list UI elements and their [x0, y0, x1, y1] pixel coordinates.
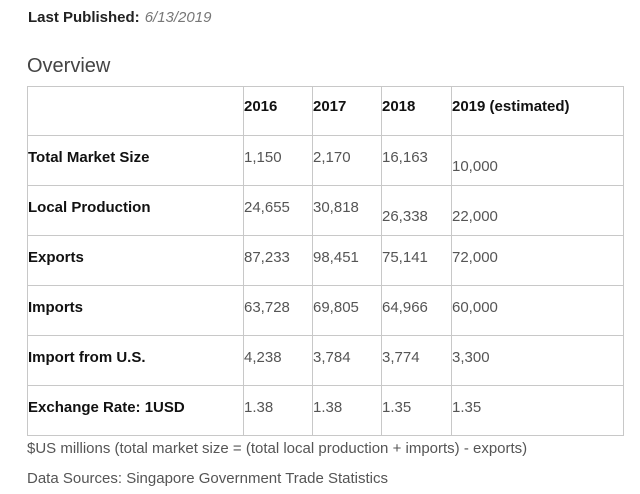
- units-footnote: $US millions (total market size = (total…: [27, 440, 528, 457]
- header-cell-2018: 2018: [381, 86, 452, 136]
- table-cell: 26,338: [381, 185, 452, 236]
- header-cell-empty: [27, 86, 244, 136]
- header-cell-2016: 2016: [243, 86, 313, 136]
- market-overview-table: 2016 2017 2018 2019 (estimated) Total Ma…: [27, 86, 624, 436]
- row-label: Total Market Size: [27, 135, 244, 186]
- row-label: Local Production: [27, 185, 244, 236]
- table-cell: 10,000: [451, 135, 624, 186]
- table-row: Imports 63,728 69,805 64,966 60,000: [27, 285, 624, 336]
- table-cell: 1.35: [381, 385, 452, 436]
- published-date: 6/13/2019: [144, 9, 212, 26]
- table-row: Local Production 24,655 30,818 26,338 22…: [27, 185, 624, 236]
- row-label: Exchange Rate: 1USD: [27, 385, 244, 436]
- table-cell: 1.38: [312, 385, 382, 436]
- published-label: Last Published:: [28, 9, 140, 26]
- table-cell: 69,805: [312, 285, 382, 336]
- table-cell: 75,141: [381, 235, 452, 286]
- row-label: Imports: [27, 285, 244, 336]
- table-cell: 1.38: [243, 385, 313, 436]
- header-cell-2019: 2019 (estimated): [451, 86, 624, 136]
- data-source-note: Data Sources: Singapore Government Trade…: [27, 470, 389, 487]
- table-cell: 87,233: [243, 235, 313, 286]
- header-cell-2017: 2017: [312, 86, 382, 136]
- table-cell: 3,784: [312, 335, 382, 386]
- table-cell: 60,000: [451, 285, 624, 336]
- section-title: Overview: [27, 55, 111, 77]
- table-cell: 4,238: [243, 335, 313, 386]
- table-row: Exchange Rate: 1USD 1.38 1.38 1.35 1.35: [27, 385, 624, 436]
- row-label: Exports: [27, 235, 244, 286]
- table-cell: 16,163: [381, 135, 452, 186]
- table-cell: 30,818: [312, 185, 382, 236]
- table-cell: 2,170: [312, 135, 382, 186]
- table-cell: 22,000: [451, 185, 624, 236]
- table-cell: 3,774: [381, 335, 452, 386]
- table-cell: 64,966: [381, 285, 452, 336]
- table-cell: 63,728: [243, 285, 313, 336]
- table-cell: 24,655: [243, 185, 313, 236]
- table-row: Import from U.S. 4,238 3,784 3,774 3,300: [27, 335, 624, 386]
- table-row: Total Market Size 1,150 2,170 16,163 10,…: [27, 135, 624, 186]
- table-row: Exports 87,233 98,451 75,141 72,000: [27, 235, 624, 286]
- table-header-row: 2016 2017 2018 2019 (estimated): [27, 86, 624, 136]
- row-label: Import from U.S.: [27, 335, 244, 386]
- table-cell: 98,451: [312, 235, 382, 286]
- table-cell: 72,000: [451, 235, 624, 286]
- table-cell: 1,150: [243, 135, 313, 186]
- table-cell: 3,300: [451, 335, 624, 386]
- last-published: Last Published: 6/13/2019: [28, 9, 211, 27]
- table-cell: 1.35: [451, 385, 624, 436]
